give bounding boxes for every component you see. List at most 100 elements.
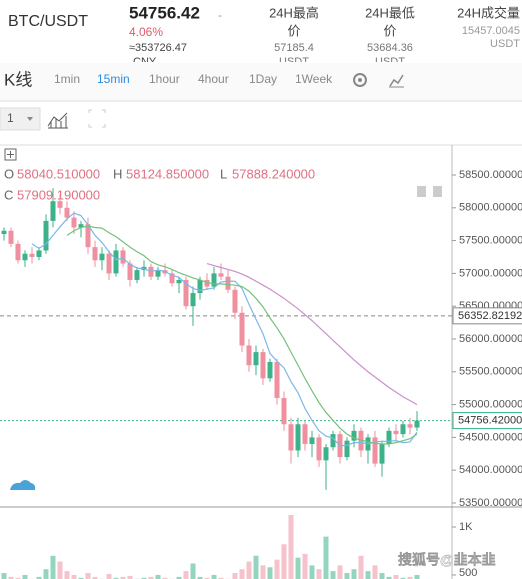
y-tick-label: 58500.00000	[459, 169, 522, 181]
volume-bar	[113, 577, 119, 579]
candle-body	[316, 437, 322, 461]
candle-body	[29, 253, 35, 257]
candle-body	[15, 243, 21, 261]
price-label-box	[452, 307, 522, 325]
candle-body	[85, 224, 91, 248]
interval-tab[interactable]: 1min	[54, 72, 80, 86]
volume-bar	[274, 559, 280, 579]
candle-body	[134, 270, 140, 280]
settings-icon[interactable]	[353, 73, 367, 87]
candle-body	[358, 430, 364, 451]
volume-bar	[57, 561, 63, 579]
ma-line	[206, 262, 418, 406]
fullscreen-icon[interactable]	[88, 109, 106, 128]
volume-bar	[344, 573, 350, 579]
toolbar-title: K线	[4, 70, 32, 89]
volume-bar	[316, 569, 322, 579]
stat-label: 24H最低	[365, 5, 415, 20]
select-value: 1	[7, 111, 14, 125]
volume-bar	[218, 577, 224, 579]
volume-bar	[372, 565, 378, 579]
ma-line	[31, 212, 418, 447]
interval-tab[interactable]: 15min	[97, 72, 130, 86]
candle-body	[309, 437, 315, 444]
candle-body	[400, 424, 406, 435]
volume-bar	[190, 563, 196, 579]
candle-body	[92, 247, 98, 261]
candle-body	[50, 201, 56, 221]
candle-body	[239, 312, 245, 346]
cny: ≈353726.47	[129, 42, 187, 54]
select-box[interactable]	[0, 107, 41, 131]
legend-key: C	[4, 187, 13, 202]
volume-bar	[365, 571, 371, 579]
candle-body	[99, 253, 105, 261]
candle-body	[225, 276, 231, 290]
volume-bar	[155, 574, 161, 579]
volume-bar	[309, 565, 315, 579]
volume-bar	[323, 536, 329, 579]
stat-unit: USDT	[490, 38, 520, 50]
stat-label: 价	[287, 23, 300, 38]
y-tick-label: 54000.00000	[459, 464, 522, 476]
pane-buttons[interactable]	[417, 186, 442, 197]
volume-bar	[36, 576, 42, 579]
volume-bar	[400, 577, 406, 579]
change: 4.06%	[129, 25, 163, 39]
volume-bar	[414, 574, 420, 579]
interval-tab[interactable]: 1Week	[295, 72, 333, 86]
candle-body	[260, 352, 266, 379]
legend: O 58040.510000 H 58124.850000 L 57888.24…	[4, 166, 315, 202]
candle-body	[218, 273, 224, 277]
candle-body	[323, 447, 329, 461]
y-tick-label: 55000.00000	[459, 398, 522, 410]
candle-body	[253, 352, 259, 366]
volume-bar	[64, 571, 70, 579]
stat-unit: USDT	[375, 56, 405, 68]
volume-bar	[183, 571, 189, 579]
candle-body	[127, 263, 133, 280]
candle-body	[43, 220, 49, 251]
candle-body	[176, 279, 182, 284]
candle-body	[1, 230, 7, 235]
volume-bar	[197, 576, 203, 579]
stat-value: 53684.36	[367, 42, 413, 54]
volume-bar	[288, 515, 294, 579]
interval-tab[interactable]: 1hour	[149, 72, 180, 86]
plot	[0, 188, 452, 490]
volume-bar	[162, 577, 168, 579]
study-icon[interactable]	[47, 112, 68, 129]
volume-bar	[15, 577, 21, 579]
candle-body	[204, 279, 210, 287]
candle-body	[295, 424, 301, 451]
price-label: 54756.42000	[458, 414, 522, 426]
volume-bar	[92, 576, 98, 579]
stat-label: 24H成交量	[457, 5, 520, 20]
y-tick-label: 56000.00000	[459, 333, 522, 345]
candle-body	[302, 424, 308, 444]
price: 54756.42	[129, 3, 200, 22]
volume-bar	[253, 555, 259, 579]
pair: BTC/USDT	[8, 13, 88, 30]
volume-bar	[176, 576, 182, 579]
volume-bar	[85, 573, 91, 579]
legend-value: 57888.240000	[232, 166, 315, 181]
volume-bar	[239, 569, 245, 579]
candle-body	[190, 293, 196, 307]
v-tick-label: 1K	[459, 521, 473, 533]
interval-tab[interactable]: 4hour	[198, 72, 229, 86]
stat-value: 15457.0045	[462, 25, 520, 37]
stat-unit: USDT	[279, 56, 309, 68]
volume-bar	[78, 577, 84, 579]
candle-body	[64, 207, 70, 218]
interval-tab[interactable]: 1Day	[249, 72, 277, 86]
indicator-icon[interactable]	[389, 74, 404, 88]
candle-body	[267, 361, 273, 379]
volume-bar	[50, 555, 56, 579]
candle-body	[232, 289, 238, 313]
legend-key: O	[4, 166, 14, 181]
volume-bar	[232, 573, 238, 579]
volume-bar	[295, 557, 301, 579]
legend-key: L	[220, 166, 227, 181]
